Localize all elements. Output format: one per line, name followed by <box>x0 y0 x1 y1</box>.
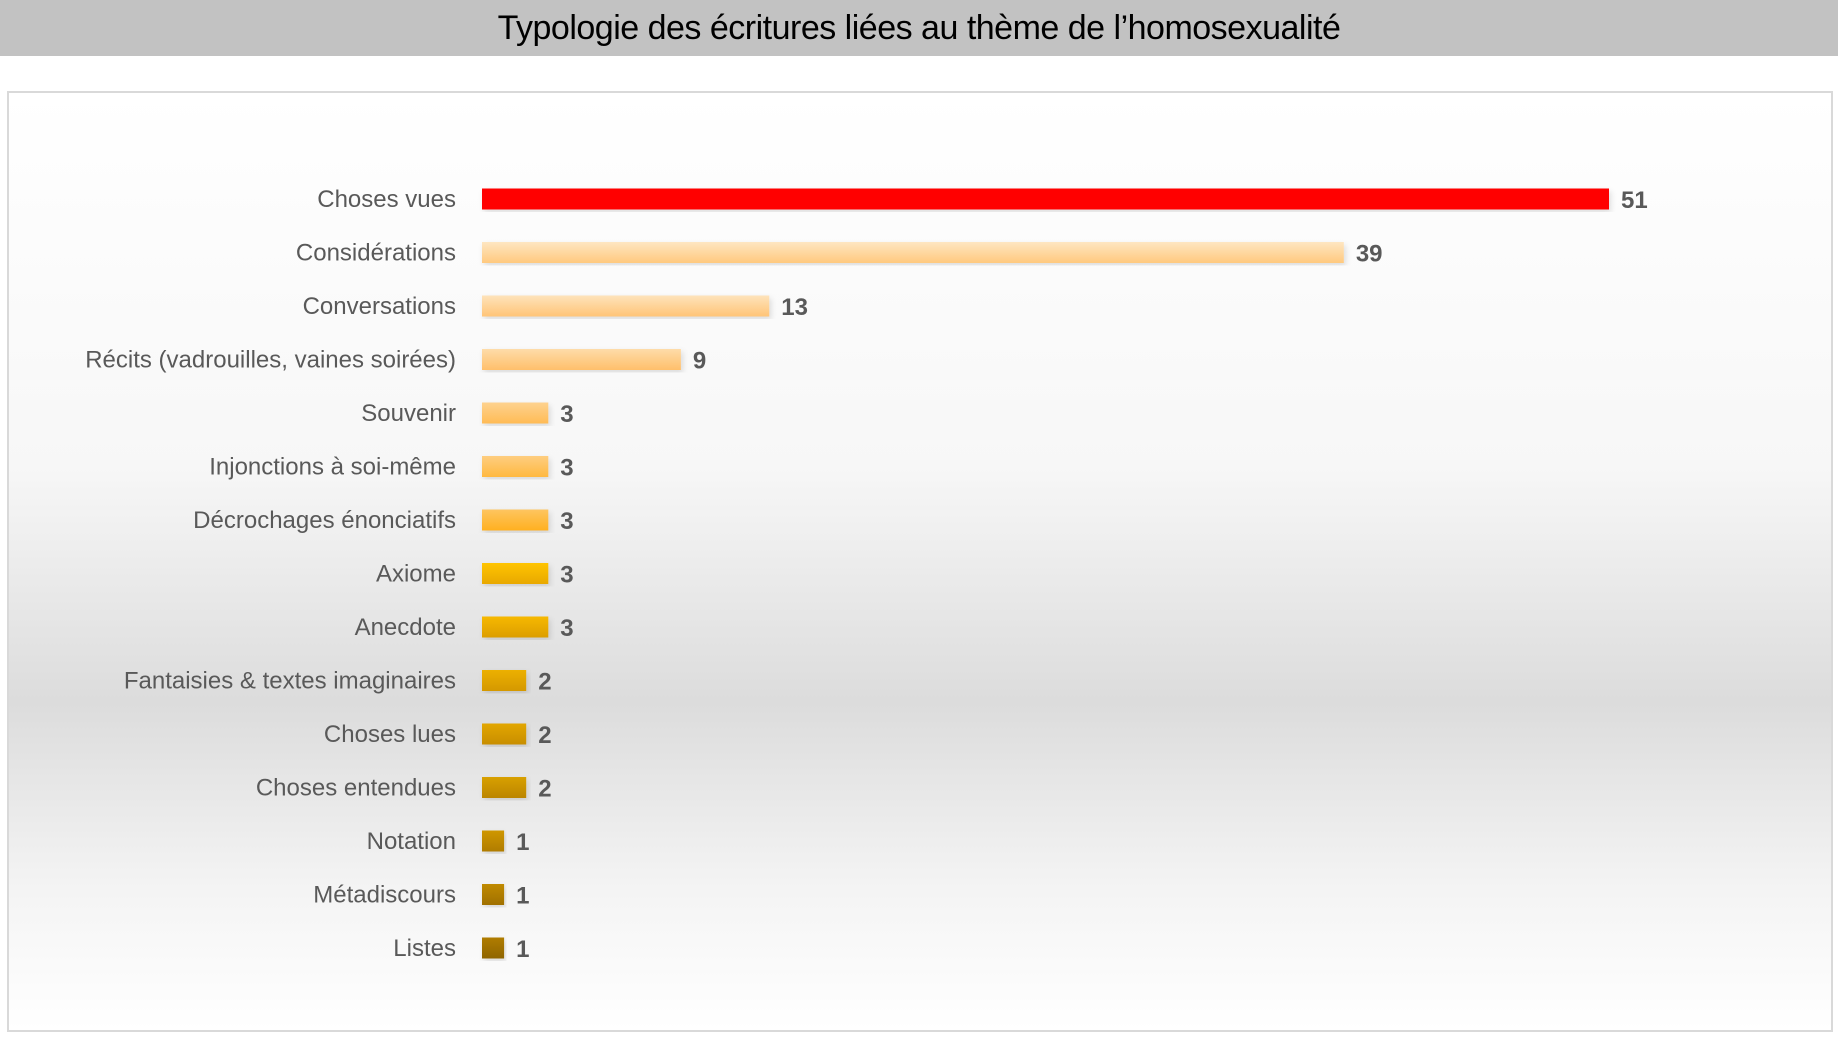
data-label: 1 <box>516 936 529 963</box>
bar <box>482 884 505 905</box>
category-label: Choses vues <box>317 186 456 213</box>
data-label: 2 <box>538 776 551 803</box>
bar <box>482 349 681 370</box>
data-label: 3 <box>560 401 573 428</box>
category-label: Considérations <box>296 240 456 267</box>
category-label: Axiome <box>376 561 456 588</box>
category-label: Conversations <box>303 293 456 320</box>
data-label: 2 <box>538 669 551 696</box>
data-label: 39 <box>1356 241 1383 268</box>
bar <box>482 670 527 691</box>
data-label: 3 <box>560 615 573 642</box>
bar <box>482 188 1609 210</box>
bar <box>482 937 505 959</box>
category-label: Souvenir <box>361 400 456 427</box>
category-label: Injonctions à soi-même <box>209 454 456 481</box>
category-label: Décrochages énonciatifs <box>193 507 456 534</box>
data-label: 3 <box>560 562 573 589</box>
category-label: Notation <box>367 828 456 855</box>
bar <box>482 242 1344 263</box>
data-label: 2 <box>538 722 551 749</box>
bar <box>482 402 549 424</box>
category-label: Listes <box>393 935 456 962</box>
bar <box>482 777 527 798</box>
category-label: Anecdote <box>355 614 456 641</box>
data-label: 51 <box>1621 187 1648 214</box>
category-label: Choses lues <box>324 721 456 748</box>
data-label: 9 <box>693 348 706 375</box>
bar <box>482 295 770 317</box>
data-label: 3 <box>560 508 573 535</box>
chart-title: Typologie des écritures liées au thème d… <box>497 8 1341 47</box>
data-label: 3 <box>560 455 573 482</box>
category-label: Choses entendues <box>256 775 456 802</box>
category-label: Métadiscours <box>313 882 456 909</box>
chart-title-bar: Typologie des écritures liées au thème d… <box>0 0 1838 56</box>
category-label: Récits (vadrouilles, vaines soirées) <box>85 347 456 374</box>
data-label: 1 <box>516 829 529 856</box>
bar <box>482 563 549 584</box>
bar <box>482 723 527 745</box>
category-label: Fantaisies & textes imaginaires <box>124 668 456 695</box>
bar <box>482 456 549 477</box>
bar <box>482 616 549 638</box>
bar <box>482 830 505 852</box>
bar <box>482 509 549 531</box>
data-label: 13 <box>781 294 808 321</box>
data-label: 1 <box>516 883 529 910</box>
